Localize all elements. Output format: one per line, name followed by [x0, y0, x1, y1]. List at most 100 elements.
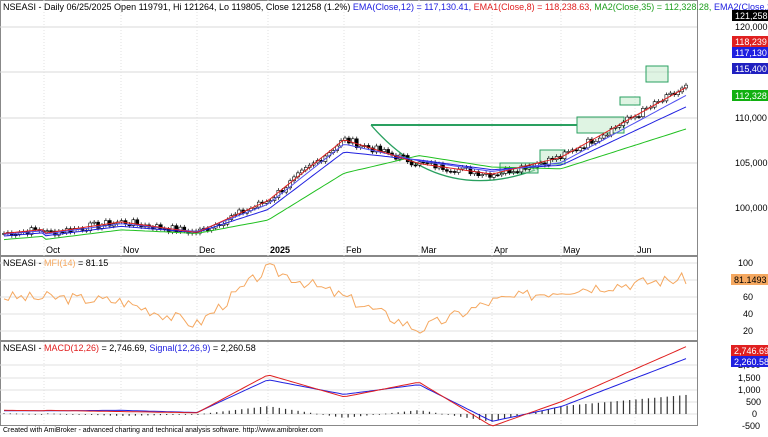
candle-body[interactable]	[104, 220, 108, 226]
ema2-line[interactable]	[3, 106, 687, 237]
ema1-label: EMA1(Close,8) = 118,238.63,	[474, 2, 592, 12]
candle-body[interactable]	[684, 84, 688, 89]
mfi-y-axis: 100 60 40 20	[738, 258, 753, 336]
month-gridlines	[43, 0, 636, 425]
candle-body[interactable]	[445, 169, 449, 172]
candle-body[interactable]	[547, 157, 551, 166]
macd-histogram-bar	[629, 399, 631, 414]
candle-body[interactable]	[45, 230, 49, 232]
candle-body[interactable]	[413, 164, 418, 167]
candle-body[interactable]	[131, 219, 136, 226]
macd-histogram-bar	[641, 398, 643, 414]
price-tags: 121,258 118,239 117,130 115,400 112,328	[732, 10, 768, 101]
candle-body[interactable]	[594, 140, 598, 144]
mfi-panel[interactable]	[0, 256, 698, 341]
macd-histogram-bar	[297, 410, 299, 414]
ma2-line[interactable]	[3, 128, 687, 241]
candle-body[interactable]	[511, 171, 516, 174]
candle-body[interactable]	[351, 138, 355, 144]
candle-body[interactable]	[452, 171, 457, 173]
candle-body[interactable]	[158, 224, 163, 229]
macd-histogram-bar	[284, 408, 287, 414]
cup-curve	[370, 124, 536, 182]
macd-histogram-bar	[159, 414, 162, 416]
candle-body[interactable]	[174, 225, 179, 233]
candle-body[interactable]	[499, 173, 504, 176]
candle-body[interactable]	[476, 171, 481, 176]
candle-body[interactable]	[574, 149, 579, 152]
candle-body[interactable]	[586, 138, 590, 149]
macd-histogram-bar	[253, 407, 255, 414]
macd-histogram-bar	[635, 399, 637, 414]
ema12-line[interactable]	[3, 94, 687, 235]
macd-line[interactable]	[3, 346, 687, 427]
macd-histogram-bar	[328, 414, 330, 416]
mfi-line[interactable]	[3, 263, 687, 334]
candle-body[interactable]	[617, 125, 622, 128]
macd-histogram-bar	[385, 413, 387, 415]
macd-histogram-bar	[372, 414, 374, 415]
candle-body[interactable]	[92, 221, 96, 224]
macd-label-signal-value: = 2,260.58	[213, 343, 256, 353]
ema1-line[interactable]	[3, 86, 687, 234]
candle-body[interactable]	[386, 149, 390, 154]
mfi-label-indicator: MFI(14)	[44, 258, 76, 268]
macd-histogram-bar	[47, 413, 49, 415]
candle-body[interactable]	[237, 209, 241, 215]
candle-body[interactable]	[480, 174, 484, 176]
macd-histogram[interactable]	[3, 394, 687, 422]
candle-body[interactable]	[578, 147, 582, 151]
y-tick-105000: 105,000	[735, 158, 768, 168]
macd-histogram-bar	[259, 407, 262, 414]
macd-label: NSEASI - MACD(12,26) = 2,746.69, Signal(…	[3, 343, 256, 353]
macd-histogram-bar	[222, 411, 224, 414]
macd-histogram-bar	[191, 414, 193, 415]
macd-histogram-bar	[241, 409, 243, 414]
candle-body[interactable]	[519, 165, 524, 173]
candle-body[interactable]	[449, 170, 453, 173]
candle-body[interactable]	[33, 227, 38, 230]
candle-body[interactable]	[496, 174, 500, 177]
candle-body[interactable]	[582, 147, 586, 150]
candle-body[interactable]	[49, 230, 53, 232]
candle-body[interactable]	[605, 134, 610, 137]
candle-body[interactable]	[637, 116, 641, 118]
month-may: May	[563, 245, 581, 255]
month-oct: Oct	[46, 245, 61, 255]
candle-body[interactable]	[409, 161, 414, 166]
macd-histogram-bar	[209, 412, 212, 414]
close-tag	[732, 10, 768, 21]
macd-histogram-bar	[228, 410, 230, 414]
candle-body[interactable]	[492, 174, 496, 178]
signal-line[interactable]	[4, 358, 687, 422]
macd-histogram-bar	[478, 414, 481, 420]
candle-body[interactable]	[539, 162, 543, 165]
resistance-line	[371, 124, 577, 126]
macd-histogram-bar	[347, 414, 349, 418]
macd-histogram-bar	[397, 412, 399, 414]
macd-histogram-bar	[510, 414, 512, 418]
candle-body[interactable]	[401, 154, 406, 157]
macd-histogram-bar	[134, 414, 136, 416]
candle-body[interactable]	[668, 92, 673, 95]
candle-body[interactable]	[515, 171, 520, 173]
candle-body[interactable]	[382, 149, 386, 152]
macd-histogram-bar	[335, 414, 337, 417]
macd-tick-500: 500	[746, 397, 761, 407]
ema2-label: EMA2(Close,20	[714, 2, 768, 12]
macd-histogram-bar	[272, 406, 274, 414]
macd-histogram-bar	[366, 414, 368, 416]
macd-histogram-bar	[65, 414, 68, 415]
month-apr: Apr	[494, 245, 508, 255]
macd-panel[interactable]	[0, 341, 698, 426]
y-tick-120000: 120,000	[735, 22, 768, 32]
ema12-tag-label: 117,130	[735, 48, 767, 58]
macd-histogram-bar	[216, 412, 218, 414]
macd-histogram-bar	[109, 414, 111, 416]
macd-histogram-bar	[391, 412, 393, 414]
ma2-tag-label: 112,328	[735, 91, 767, 101]
macd-histogram-bar	[147, 414, 149, 416]
candle-body[interactable]	[601, 134, 606, 139]
macd-histogram-bar	[453, 414, 456, 416]
